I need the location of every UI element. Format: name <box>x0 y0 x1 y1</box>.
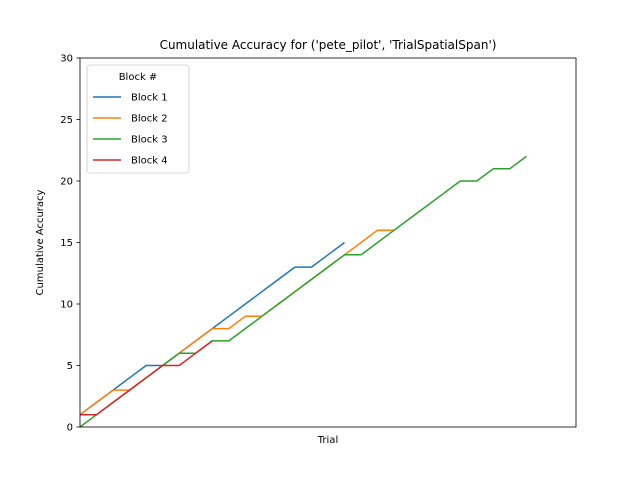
legend-label: Block 4 <box>131 156 168 167</box>
x-axis-label: Trial <box>317 435 338 446</box>
legend-label: Block 1 <box>131 93 168 104</box>
y-tick-label: 25 <box>60 115 73 126</box>
legend-label: Block 2 <box>131 114 168 125</box>
y-tick-label: 0 <box>67 423 73 434</box>
plot-marks <box>79 155 527 428</box>
series-line-block-4 <box>80 340 213 416</box>
y-tick-label: 10 <box>60 300 73 311</box>
series-line-block-2 <box>79 229 395 416</box>
legend-label: Block 3 <box>131 135 168 146</box>
legend: Block # Block 1 Block 2 Block 3 Block 4 <box>86 64 190 174</box>
y-axis: 0 5 10 15 20 25 30 <box>60 54 80 434</box>
y-tick-label: 15 <box>60 238 73 249</box>
y-axis-label: Cumulative Accuracy <box>35 189 46 295</box>
chart-title: Cumulative Accuracy for ('pete_pilot', '… <box>160 38 497 52</box>
y-tick-label: 5 <box>67 361 73 372</box>
legend-items: Block 1 Block 2 Block 3 Block 4 <box>93 93 168 167</box>
legend-box <box>86 64 190 174</box>
y-tick-label: 30 <box>60 54 73 65</box>
y-tick-label: 20 <box>60 177 73 188</box>
series-line-block-3 <box>79 155 527 428</box>
legend-title: Block # <box>119 72 158 83</box>
